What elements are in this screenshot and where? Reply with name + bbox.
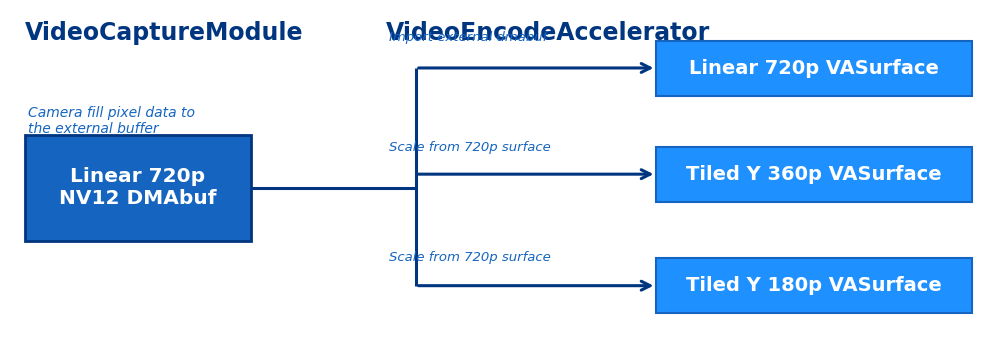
- Text: Scale from 720p surface: Scale from 720p surface: [389, 141, 550, 154]
- Text: VideoEncodeAccelerator: VideoEncodeAccelerator: [386, 21, 710, 45]
- FancyBboxPatch shape: [656, 147, 972, 202]
- Text: Scale from 720p surface: Scale from 720p surface: [389, 251, 550, 264]
- Text: Linear 720p VASurface: Linear 720p VASurface: [689, 59, 939, 78]
- Text: VideoCaptureModule: VideoCaptureModule: [25, 21, 304, 45]
- FancyBboxPatch shape: [656, 41, 972, 96]
- Text: Tiled Y 180p VASurface: Tiled Y 180p VASurface: [686, 276, 942, 295]
- FancyBboxPatch shape: [656, 258, 972, 313]
- Text: Tiled Y 360p VASurface: Tiled Y 360p VASurface: [686, 165, 942, 184]
- Text: Camera fill pixel data to
the external buffer: Camera fill pixel data to the external b…: [28, 106, 195, 136]
- FancyBboxPatch shape: [25, 135, 251, 241]
- Text: Import external dmabuf: Import external dmabuf: [389, 31, 547, 44]
- Text: Linear 720p
NV12 DMAbuf: Linear 720p NV12 DMAbuf: [59, 167, 216, 208]
